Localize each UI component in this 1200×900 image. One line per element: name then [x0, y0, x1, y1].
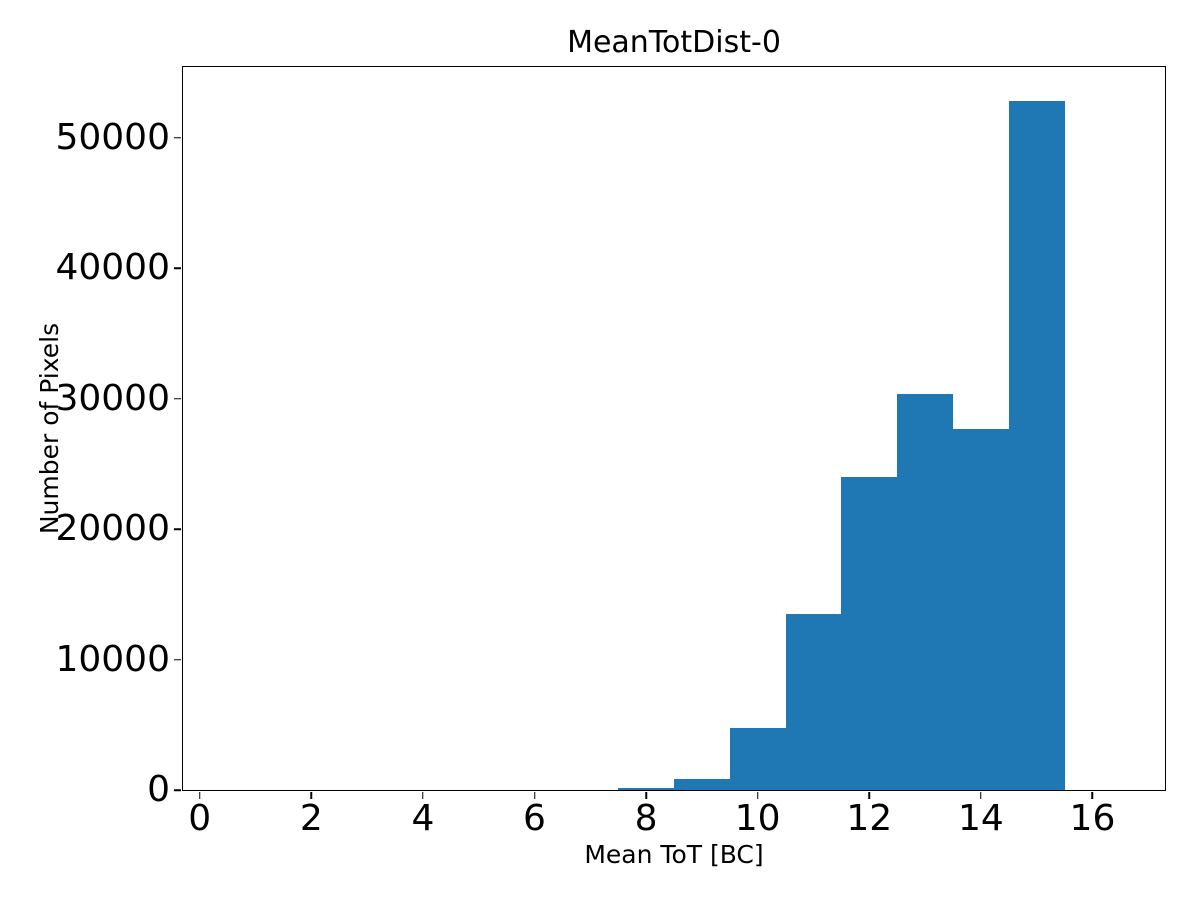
- y-axis-tick-label: 0: [147, 769, 170, 810]
- histogram-bar: [674, 778, 730, 790]
- x-axis-tick: [980, 792, 982, 799]
- histogram-bar: [785, 613, 842, 790]
- x-axis-tick: [310, 792, 313, 799]
- y-axis-tick: [174, 789, 181, 791]
- y-axis-tick: [174, 658, 181, 661]
- x-axis-tick-label: 2: [299, 798, 323, 839]
- histogram-bar: [952, 428, 1009, 790]
- x-axis-tick: [533, 792, 536, 799]
- y-axis-tick-label: 40000: [55, 247, 170, 289]
- histogram-bar: [618, 788, 674, 790]
- histogram-bar: [1008, 101, 1065, 790]
- x-axis-tick-label: 14: [957, 798, 1004, 839]
- y-axis-label: Number of Pixels: [35, 322, 65, 535]
- chart-title: MeanTotDist-0: [567, 25, 781, 60]
- y-axis-tick: [174, 137, 181, 139]
- x-axis-tick-label: 0: [188, 798, 212, 839]
- y-axis-tick-label: 50000: [55, 116, 170, 158]
- x-axis-tick-label: 16: [1069, 798, 1116, 839]
- x-axis-tick-label: 4: [411, 798, 435, 839]
- x-axis-tick: [422, 792, 424, 799]
- x-axis-label: Mean ToT [BC]: [584, 840, 764, 869]
- x-axis-tick-label: 6: [523, 798, 546, 839]
- x-axis-tick-label: 8: [634, 798, 658, 839]
- plot-area: 0 2 4 6 8 10 12 14 16 0 10000 20000 30000 40000 50000: [55, 66, 1166, 837]
- x-axis-tick-label: 12: [846, 798, 893, 839]
- histogram-bar: [841, 477, 898, 790]
- y-axis-tick-label: 20000: [55, 508, 170, 550]
- x-axis-tick: [756, 792, 759, 799]
- y-axis-tick-label: 10000: [55, 638, 170, 680]
- x-axis-tick-label: 10: [734, 798, 781, 839]
- x-axis-tick: [198, 792, 201, 799]
- x-axis-tick: [645, 792, 647, 799]
- y-axis-tick-label: 30000: [55, 377, 170, 419]
- y-axis-tick: [174, 398, 181, 400]
- y-axis-tick: [174, 528, 181, 530]
- histogram-bar: [729, 728, 786, 790]
- y-axis-tick: [174, 267, 181, 270]
- histogram-bar: [897, 393, 953, 790]
- x-axis-tick: [1091, 792, 1094, 799]
- y-axis-label-box: Number of Pixels: [20, 66, 80, 791]
- x-axis-tick: [868, 792, 871, 799]
